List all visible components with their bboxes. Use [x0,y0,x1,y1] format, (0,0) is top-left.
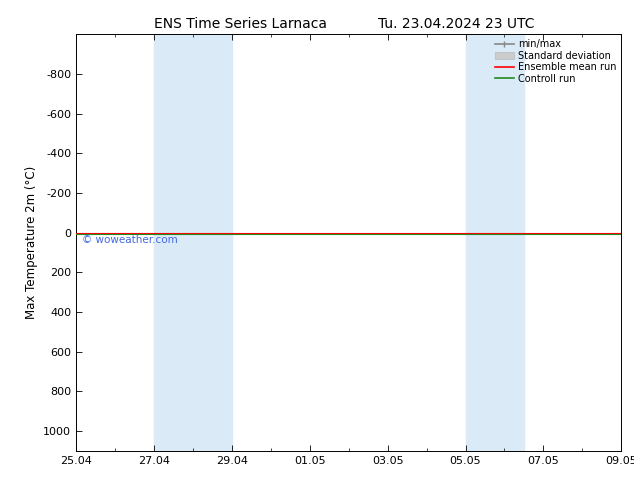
Text: © woweather.com: © woweather.com [82,236,178,245]
Bar [154,34,232,451]
Bar [465,34,524,451]
Text: Tu. 23.04.2024 23 UTC: Tu. 23.04.2024 23 UTC [378,17,534,31]
Y-axis label: Max Temperature 2m (°C): Max Temperature 2m (°C) [25,166,37,319]
Legend: min/max, Standard deviation, Ensemble mean run, Controll run: min/max, Standard deviation, Ensemble me… [493,37,618,85]
Text: ENS Time Series Larnaca: ENS Time Series Larnaca [155,17,327,31]
